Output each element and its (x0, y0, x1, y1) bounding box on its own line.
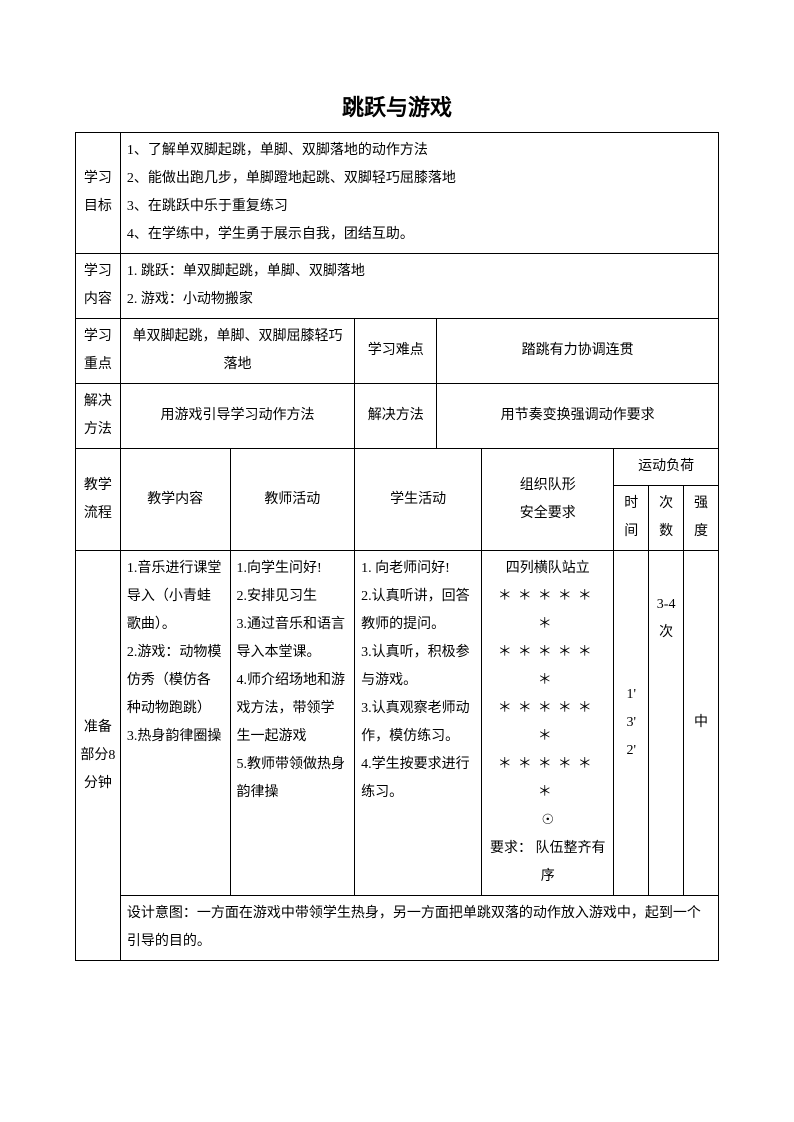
label-solve2: 解决方法 (355, 384, 437, 449)
label-content: 学习内容 (76, 254, 121, 319)
content-cell: 1. 跳跃：单双脚起跳，单脚、双脚落地2. 游戏：小动物搬家 (120, 254, 718, 319)
header-intensity: 强度 (684, 486, 719, 551)
formation-row: ＊＊＊＊＊＊ (488, 583, 607, 639)
label-focus: 学习重点 (76, 319, 121, 384)
solve2-cell: 用节奏变换强调动作要求 (437, 384, 719, 449)
formation-note: 要求： 队伍整齐有序 (488, 835, 607, 891)
prep-count: 3-4次 (649, 551, 684, 896)
prep-formation: 四列横队站立 ＊＊＊＊＊＊ ＊＊＊＊＊＊ ＊＊＊＊＊＊ ＊＊＊＊＊＊ ☉ 要求：… (482, 551, 614, 896)
formation-row: ＊＊＊＊＊＊ (488, 639, 607, 695)
prep-design-intent: 设计意图：一方面在游戏中带领学生热身，另一方面把单跳双落的动作放入游戏中，起到一… (120, 896, 718, 961)
goals-cell: 1、了解单双脚起跳，单脚、双脚落地的动作方法2、能做出跑几步，单脚蹬地起跳、双脚… (120, 133, 718, 254)
prep-teach-content: 1.音乐进行课堂导入（小青蛙歌曲）。2.游戏：动物模仿秀（模仿各种动物跑跳）3.… (120, 551, 230, 896)
prep-time: 1'3'2' (614, 551, 649, 896)
label-difficulty: 学习难点 (355, 319, 437, 384)
focus-cell: 单双脚起跳，单脚、双脚屈膝轻巧落地 (120, 319, 354, 384)
header-org-safety: 组织队形安全要求 (482, 449, 614, 551)
label-solve: 解决方法 (76, 384, 121, 449)
difficulty-cell: 踏跳有力协调连贯 (437, 319, 719, 384)
label-goal: 学习目标 (76, 133, 121, 254)
page-title: 跳跃与游戏 (75, 90, 719, 122)
prep-intensity: 中 (684, 551, 719, 896)
formation-row: ＊＊＊＊＊＊ (488, 695, 607, 751)
formation-row: ＊＊＊＊＊＊ (488, 751, 607, 807)
formation-teacher-icon: ☉ (488, 807, 607, 835)
header-load: 运动负荷 (614, 449, 719, 486)
header-count: 次数 (649, 486, 684, 551)
header-teacher-activity: 教师活动 (230, 449, 355, 551)
formation-head: 四列横队站立 (488, 555, 607, 583)
solve1-cell: 用游戏引导学习动作方法 (120, 384, 354, 449)
prep-teacher-activity: 1.向学生问好!2.安排见习生3.通过音乐和语言导入本堂课。4.师介绍场地和游戏… (230, 551, 355, 896)
label-flow: 教学流程 (76, 449, 121, 551)
label-prep-section: 准备部分8分钟 (76, 551, 121, 961)
header-time: 时间 (614, 486, 649, 551)
prep-student-activity: 1. 向老师问好!2.认真听讲，回答教师的提问。3.认真听，积极参与游戏。3.认… (355, 551, 482, 896)
lesson-plan-table: 学习目标 1、了解单双脚起跳，单脚、双脚落地的动作方法2、能做出跑几步，单脚蹬地… (75, 132, 719, 961)
header-student-activity: 学生活动 (355, 449, 482, 551)
header-teach-content: 教学内容 (120, 449, 230, 551)
